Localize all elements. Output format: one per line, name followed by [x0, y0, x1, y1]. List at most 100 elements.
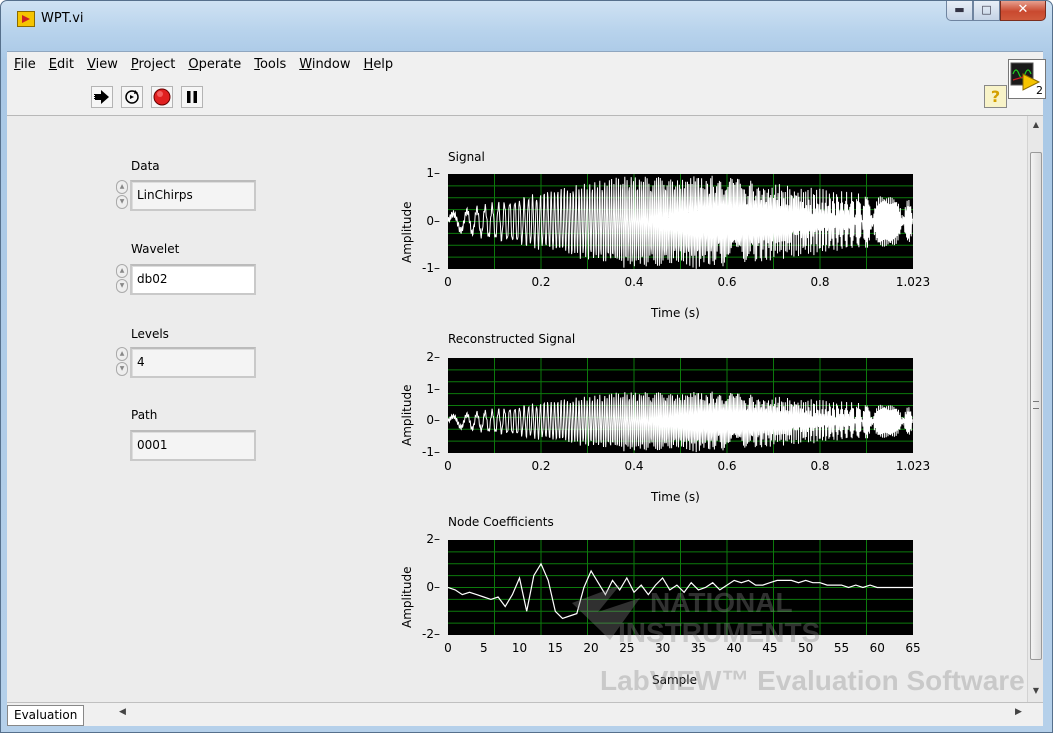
vi-icon-connector[interactable]: 2	[1008, 59, 1046, 99]
close-button[interactable]: ✕	[1000, 1, 1046, 21]
data-ring-control[interactable]: LinChirps	[130, 180, 256, 211]
vi-window-icon	[17, 11, 35, 27]
coefficients-x-tick: 50	[798, 641, 814, 655]
coefficients-plot-area[interactable]	[447, 540, 913, 635]
menu-tools[interactable]: Tools	[254, 57, 287, 72]
menu-help[interactable]: Help	[363, 57, 394, 72]
front-panel[interactable]: Data ▲ ▼ LinChirps Wavelet ▲ ▼ db02 Leve…	[7, 116, 1027, 702]
signal-graph-title: Signal	[448, 150, 485, 164]
coefficients-x-tick: 65	[905, 641, 921, 655]
menu-project[interactable]: Project	[130, 57, 176, 72]
signal-y-tick: 1–	[426, 166, 440, 180]
coefficients-y-tick: 2–	[426, 532, 440, 546]
title-bar[interactable]: WPT.vi ▬ □ ✕	[1, 1, 1052, 51]
signal-x-axis-label: Time (s)	[651, 306, 700, 320]
increment-icon[interactable]: ▲	[116, 347, 128, 361]
signal-y-axis-label: Amplitude	[400, 201, 414, 264]
menu-bar: File Edit View Project Operate Tools Window Hel…	[7, 51, 1043, 77]
reconstructed-graph-title: Reconstructed Signal	[448, 332, 576, 346]
coefficients-x-tick: 40	[726, 641, 742, 655]
signal-y-tick: -1–	[422, 261, 440, 275]
maximize-button[interactable]: □	[973, 1, 1000, 21]
increment-icon[interactable]: ▲	[116, 264, 128, 278]
context-help-button[interactable]: ?	[984, 85, 1007, 108]
coefficients-x-tick: 25	[619, 641, 635, 655]
menu-edit[interactable]: Edit	[48, 57, 74, 72]
data-label: Data	[131, 159, 160, 173]
coefficients-x-axis-label: Sample	[652, 673, 697, 687]
menu-window[interactable]: Window	[299, 57, 351, 72]
reconstructed-y-tick: 2–	[426, 350, 440, 364]
signal-x-tick: 0.6	[717, 275, 737, 289]
coefficients-x-tick: 55	[833, 641, 850, 655]
coefficients-x-tick: 5	[479, 641, 488, 655]
coefficients-x-tick: 20	[583, 641, 599, 655]
reconstructed-x-axis-label: Time (s)	[651, 490, 700, 504]
path-indicator: 0001	[130, 430, 256, 461]
reconstructed-x-tick: 0.2	[531, 459, 551, 473]
signal-line	[447, 175, 913, 269]
decrement-icon[interactable]: ▼	[116, 279, 128, 293]
minimize-button[interactable]: ▬	[946, 1, 973, 21]
signal-plot-area[interactable]	[447, 174, 913, 269]
increment-icon[interactable]: ▲	[116, 180, 128, 194]
scroll-right-icon[interactable]: ▶	[1015, 707, 1022, 717]
menu-file[interactable]: File	[14, 57, 36, 72]
window-title: WPT.vi	[41, 11, 84, 26]
pause-button[interactable]	[181, 86, 203, 108]
reconstructed-y-tick: 1–	[426, 381, 440, 396]
coefficients-x-tick: 45	[762, 641, 778, 655]
coefficients-x-tick: 15	[547, 641, 563, 655]
coefficients-x-tick: 30	[654, 641, 671, 655]
reconstructed-y-tick: -1–	[422, 445, 440, 459]
window-controls: ▬ □ ✕	[946, 1, 1046, 23]
coefficients-x-tick: 0	[444, 641, 452, 655]
scroll-up-icon[interactable]: ▲	[1032, 120, 1040, 129]
run-continuously-icon	[125, 90, 139, 104]
reconstructed-x-tick: 0.6	[717, 459, 737, 473]
decrement-icon[interactable]: ▼	[116, 195, 128, 209]
levels-label: Levels	[131, 327, 169, 341]
menu-view[interactable]: View	[86, 57, 118, 72]
menu-operate[interactable]: Operate	[188, 57, 242, 72]
scroll-left-icon[interactable]: ◀	[119, 707, 126, 717]
reconstructed-plot-area[interactable]	[447, 358, 913, 453]
data-increment-decrement[interactable]: ▲ ▼	[116, 180, 128, 210]
vi-connector-icon	[1010, 62, 1041, 91]
coefficients-graph-title: Node Coefficients	[448, 515, 554, 529]
reconstructed-y-tick: 0–	[426, 413, 440, 428]
coefficients-x-tick: 60	[869, 641, 885, 655]
minimize-icon: ▬	[954, 3, 965, 16]
signal-x-tick: 0.8	[810, 275, 830, 289]
levels-increment-decrement[interactable]: ▲ ▼	[116, 347, 128, 377]
wavelet-control[interactable]: db02	[130, 264, 256, 295]
run-button[interactable]	[91, 86, 113, 108]
maximize-icon: □	[981, 3, 992, 16]
coefficients-x-tick: 35	[690, 641, 707, 655]
abort-button[interactable]	[151, 86, 173, 108]
signal-x-tick: 0.2	[531, 275, 551, 289]
run-arrow-icon	[94, 90, 109, 104]
signal-x-tick: 1.023	[895, 275, 931, 289]
signal-y-tick: 0–	[426, 213, 440, 228]
scroll-thumb[interactable]	[1030, 152, 1042, 660]
levels-control[interactable]: 4	[130, 347, 256, 378]
wavelet-increment-decrement[interactable]: ▲ ▼	[116, 264, 128, 294]
coefficients-x-tick: 10	[511, 641, 528, 655]
decrement-icon[interactable]: ▼	[116, 362, 128, 376]
reconstructed-x-tick: 0	[444, 459, 452, 473]
close-icon: ✕	[1017, 2, 1029, 17]
path-label: Path	[131, 408, 158, 422]
coefficients-trace	[447, 540, 913, 635]
reconstructed-x-tick: 0.8	[810, 459, 830, 473]
reconstructed-x-tick: 0.4	[624, 459, 644, 473]
toolbar: ? 2	[7, 59, 1046, 116]
bottom-bar: Evaluation ◀ ▶	[7, 702, 1043, 726]
run-continuously-button[interactable]	[121, 86, 143, 108]
scroll-down-icon[interactable]: ▼	[1032, 686, 1040, 695]
reconstructed-x-tick: 1.023	[895, 459, 931, 473]
evaluation-tab[interactable]: Evaluation	[7, 705, 85, 726]
wavelet-label: Wavelet	[131, 242, 180, 256]
vertical-scrollbar[interactable]: ▲ ▼	[1027, 116, 1043, 702]
stop-icon	[153, 88, 171, 106]
